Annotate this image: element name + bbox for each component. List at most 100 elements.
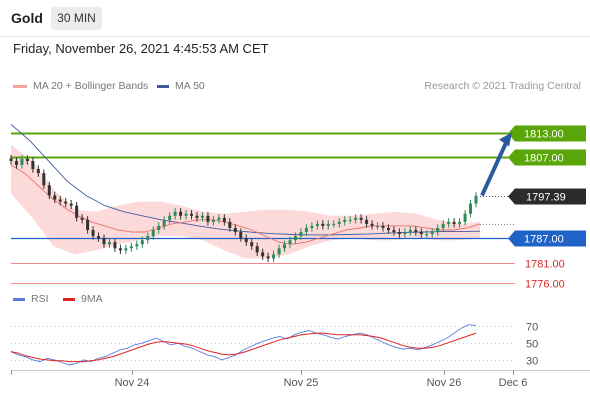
ma20-swatch	[13, 84, 27, 88]
candle-body	[75, 205, 79, 218]
candle-body	[135, 244, 139, 247]
rsi-tick-70: 70	[526, 322, 538, 334]
candle-body	[255, 246, 259, 253]
rsi-tick-30: 30	[526, 356, 538, 368]
candle-body	[239, 232, 243, 239]
candle-body	[452, 221, 456, 224]
candle-body	[474, 195, 478, 204]
candle-body	[408, 230, 412, 233]
candle-body	[151, 230, 155, 237]
candle-body	[272, 254, 276, 259]
candle-body	[315, 223, 319, 226]
time-tick-Dec-6: Dec 6	[499, 377, 528, 389]
candle-body	[392, 230, 396, 233]
legend-rsi-label: RSI	[31, 293, 49, 305]
timeframe-button[interactable]: 30 MIN	[51, 7, 102, 30]
candle-body	[430, 232, 434, 235]
candle-body	[447, 221, 451, 224]
top-bar: Gold 30 MIN	[0, 0, 590, 36]
candle-body	[463, 213, 467, 222]
candle-body	[47, 185, 51, 196]
candle-body	[425, 234, 429, 236]
candle-body	[200, 215, 204, 218]
candle-body	[64, 201, 68, 204]
candle-body	[140, 240, 144, 245]
candle-body	[20, 158, 24, 165]
rsi-ma9-line	[10, 332, 477, 363]
candle-body	[162, 219, 166, 226]
candle-body	[53, 195, 57, 200]
candle-body	[337, 221, 341, 224]
candle-body	[376, 225, 380, 227]
candle-body	[97, 236, 101, 239]
candle-body	[419, 232, 423, 235]
candle-body	[69, 203, 73, 206]
candle-body	[25, 158, 29, 161]
candle-body	[146, 236, 150, 241]
legend-ma50: MA 50	[157, 80, 205, 92]
symbol-title: Gold	[11, 10, 43, 26]
candle-body	[458, 221, 462, 224]
candle-body	[157, 225, 161, 230]
ma50-swatch	[157, 84, 169, 88]
candle-body	[190, 213, 194, 216]
candle-body	[381, 225, 385, 228]
time-tick-Nov-26: Nov 26	[427, 377, 462, 389]
rsi-tick-50: 50	[526, 339, 538, 351]
candle-body	[217, 217, 221, 220]
projection-arrow-shaft	[480, 137, 510, 197]
candle-body	[244, 238, 248, 243]
candle-body	[222, 217, 226, 222]
candle-body	[261, 252, 265, 257]
candle-body	[288, 240, 292, 245]
level-tag-1807.00	[508, 149, 586, 166]
candle-body	[80, 217, 84, 220]
last-price-label: 1797.39	[526, 192, 566, 204]
candle-body	[469, 203, 473, 214]
candle-body	[304, 227, 308, 233]
candle-body	[206, 215, 210, 222]
candle-body	[397, 232, 401, 235]
candle-body	[321, 223, 325, 226]
candle-body	[359, 217, 363, 220]
candle-body	[348, 219, 352, 221]
legend-rsi: RSI	[13, 293, 49, 305]
candle-body	[332, 223, 336, 225]
candle-body	[343, 219, 347, 222]
candle-body	[91, 230, 95, 237]
candle-body	[403, 232, 407, 235]
candle-body	[414, 230, 418, 233]
candle-body	[14, 160, 18, 165]
candle-body	[58, 199, 62, 202]
candle-body	[124, 248, 128, 251]
legend-ma20-label: MA 20 + Bollinger Bands	[33, 80, 149, 92]
candle-body	[386, 227, 390, 230]
legend-9ma-label: 9MA	[81, 293, 103, 305]
level-label-1787.00: 1787.00	[524, 234, 564, 246]
candle-body	[107, 242, 111, 245]
candle-body	[173, 211, 177, 216]
candle-body	[129, 246, 133, 249]
rsi-line	[10, 324, 477, 366]
candle-body	[36, 169, 40, 174]
candle-body	[250, 242, 254, 247]
candle-body	[102, 238, 106, 245]
copyright-notice: Research © 2021 Trading Central	[424, 80, 581, 92]
candle-body	[370, 223, 374, 226]
candle-body	[326, 223, 330, 226]
level-tag-1813.00	[508, 125, 586, 142]
candle-body	[299, 232, 303, 237]
candle-body	[354, 217, 358, 220]
candle-body	[113, 242, 117, 249]
candle-body	[310, 225, 314, 228]
ma50-line	[10, 124, 481, 236]
time-tick-Nov-24: Nov 24	[115, 377, 150, 389]
legend-9ma: 9MA	[63, 293, 103, 305]
candle-body	[179, 211, 183, 216]
candle-body	[31, 160, 35, 170]
ma20-line	[10, 164, 481, 245]
chart-datetime: Friday, November 26, 2021 4:45:53 AM CET	[13, 41, 269, 56]
last-price-tag	[508, 188, 586, 205]
time-tick-Nov-25: Nov 25	[284, 377, 319, 389]
